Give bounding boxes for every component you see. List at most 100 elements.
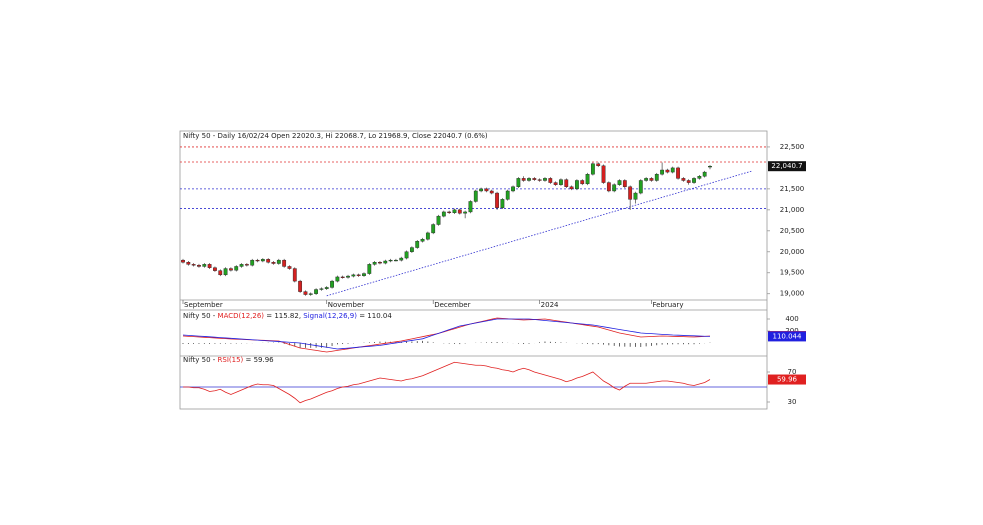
- last-value-label-box: [768, 374, 806, 385]
- candle-body: [537, 179, 542, 181]
- candle-body: [463, 211, 468, 214]
- x-tick-label: November: [328, 301, 365, 309]
- candle-body: [181, 259, 185, 263]
- candle-body: [516, 178, 521, 187]
- title-part: Nifty 50 -: [183, 312, 218, 320]
- candle-body: [415, 241, 420, 248]
- candle-body: [388, 259, 393, 262]
- candle-body: [543, 178, 547, 181]
- candle-body: [612, 184, 617, 192]
- y-tick-label: 400: [785, 315, 798, 323]
- title-part: = 59.96: [243, 356, 274, 364]
- indicator-line: [182, 318, 711, 350]
- candle-body: [362, 273, 366, 276]
- candle-body: [250, 259, 255, 266]
- candle-body: [319, 288, 324, 290]
- candle-body: [409, 247, 414, 252]
- candle-body: [234, 266, 239, 271]
- candle-body: [394, 259, 398, 262]
- candle-body: [191, 264, 196, 266]
- candle-body: [457, 209, 462, 214]
- candle-body: [495, 192, 499, 208]
- candle-body: [665, 169, 670, 173]
- candle-body: [271, 262, 276, 264]
- candle-body: [367, 264, 372, 274]
- candle-body: [697, 176, 702, 179]
- candle-body: [282, 259, 287, 267]
- title-part: = 115.82,: [264, 312, 303, 320]
- candle-body: [596, 163, 601, 167]
- candle-body: [452, 209, 457, 213]
- y-tick-label: 200: [785, 327, 798, 335]
- y-tick-label: 19,500: [780, 269, 805, 277]
- candle-body: [447, 211, 452, 213]
- candle-body: [527, 178, 531, 181]
- title-part: Nifty 50 -: [183, 356, 218, 364]
- candle-body: [633, 192, 638, 200]
- y-tick-label: 70: [788, 368, 797, 376]
- candle-body: [505, 190, 510, 200]
- last-value-label-box: [768, 331, 806, 342]
- x-tick-label: 2024: [541, 301, 559, 309]
- candle-body: [213, 267, 217, 271]
- candle-body: [585, 173, 590, 185]
- last-value-label-box: [768, 161, 806, 172]
- candle-body: [548, 178, 553, 183]
- candle-body: [441, 211, 446, 217]
- panel-title: Nifty 50 - MACD(12,26) = 115.82, Signal(…: [183, 312, 392, 320]
- candle-body: [346, 275, 350, 278]
- candle-body: [606, 182, 611, 192]
- candle-body: [330, 280, 334, 288]
- legend-entry: Signal(12,26,9): [303, 312, 357, 320]
- candle-body: [575, 180, 579, 190]
- candle-body: [186, 262, 191, 265]
- chart-title: Nifty 50 - Daily 16/02/24 Open 22020.3, …: [183, 132, 488, 140]
- candle-body: [654, 173, 659, 181]
- x-tick-label: February: [652, 301, 683, 309]
- candle-body: [207, 264, 212, 268]
- candle-body: [197, 264, 201, 267]
- last-value-label: 110.044: [773, 332, 802, 340]
- candle-body: [244, 264, 249, 266]
- candle-body: [484, 188, 489, 192]
- candle-body: [340, 276, 345, 278]
- candle-body: [420, 238, 425, 242]
- candle-body: [404, 251, 409, 259]
- candle-body: [590, 163, 595, 175]
- candle-body: [670, 167, 675, 173]
- candle-body: [202, 264, 207, 267]
- candle-body: [638, 180, 643, 194]
- candle-body: [500, 199, 505, 208]
- candle-body: [308, 293, 313, 295]
- candle-body: [425, 232, 430, 240]
- candle-body: [473, 190, 478, 202]
- y-tick-label: 21,500: [780, 185, 805, 193]
- y-tick-label: 20,000: [780, 248, 805, 256]
- candle-body: [553, 182, 558, 185]
- indicator-line: [183, 361, 711, 404]
- candle-body: [239, 264, 244, 267]
- y-tick-label: 19,000: [780, 290, 805, 298]
- title-part: = 110.04: [357, 312, 392, 320]
- x-tick-label: December: [434, 301, 470, 309]
- candle-body: [372, 262, 377, 265]
- candle-body: [649, 178, 654, 181]
- candle-body: [351, 274, 356, 277]
- last-value-label: 59.96: [777, 376, 798, 384]
- candle-body: [564, 179, 569, 187]
- legend-entry: MACD(12,26): [218, 312, 265, 320]
- candle-body: [681, 178, 686, 181]
- candle-body: [260, 259, 265, 262]
- candle-body: [436, 215, 441, 225]
- candle-body: [303, 291, 308, 295]
- candle-body: [559, 179, 563, 185]
- candle-body: [383, 260, 388, 264]
- candle-body: [511, 186, 515, 192]
- candle-body: [298, 280, 303, 292]
- panel-title: Nifty 50 - RSI(15) = 59.96: [183, 356, 274, 364]
- candle-body: [324, 287, 329, 289]
- candle-body: [489, 190, 494, 194]
